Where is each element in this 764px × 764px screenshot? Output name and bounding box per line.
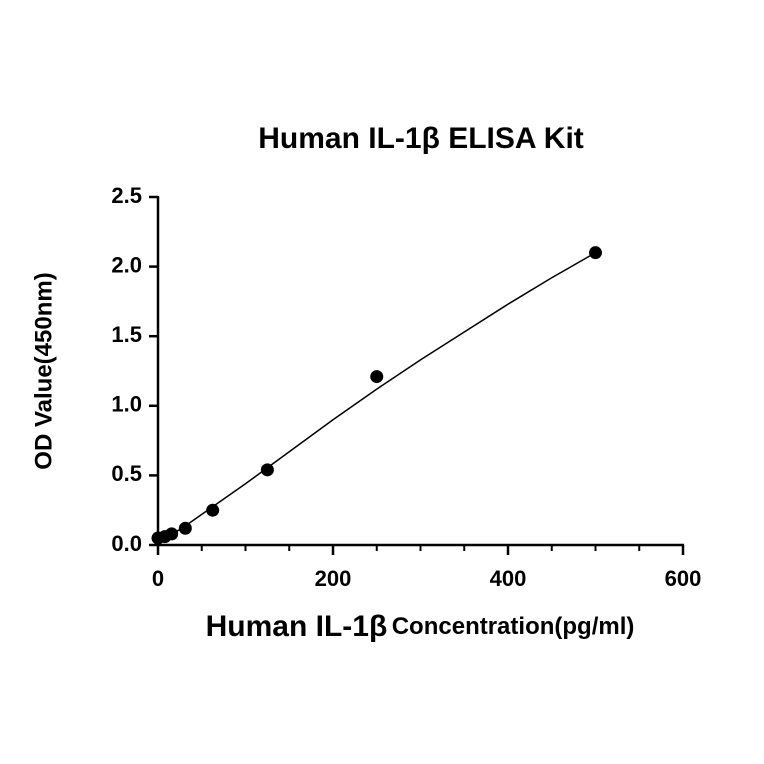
y-tick-label: 2.5	[111, 183, 142, 208]
x-axis-label: Human IL-1β Concentration(pg/ml)	[206, 610, 635, 643]
x-label-main: Human IL-1β	[206, 610, 388, 643]
data-point	[260, 463, 274, 477]
chart-title: Human IL-1β ELISA Kit	[258, 122, 584, 155]
x-tick-label: 0	[152, 566, 164, 591]
y-tick-label: 0.0	[111, 531, 142, 556]
x-tick-label: 200	[315, 566, 352, 591]
fit-curve	[157, 252, 596, 541]
y-axis-label: OD Value(450nm)	[30, 272, 57, 469]
data-point	[589, 246, 602, 260]
x-label-rest: Concentration(pg/ml)	[392, 613, 635, 640]
data-point	[178, 521, 192, 535]
y-tick-label: 1.0	[111, 392, 142, 417]
data-point	[370, 370, 384, 384]
data-point	[165, 527, 179, 541]
y-tick-label: 1.5	[111, 322, 142, 347]
x-tick-label: 400	[490, 566, 527, 591]
x-tick-label: 600	[665, 566, 702, 591]
data-point	[206, 503, 220, 517]
y-tick-label: 0.5	[111, 461, 142, 486]
y-tick-label: 2.0	[111, 252, 142, 277]
